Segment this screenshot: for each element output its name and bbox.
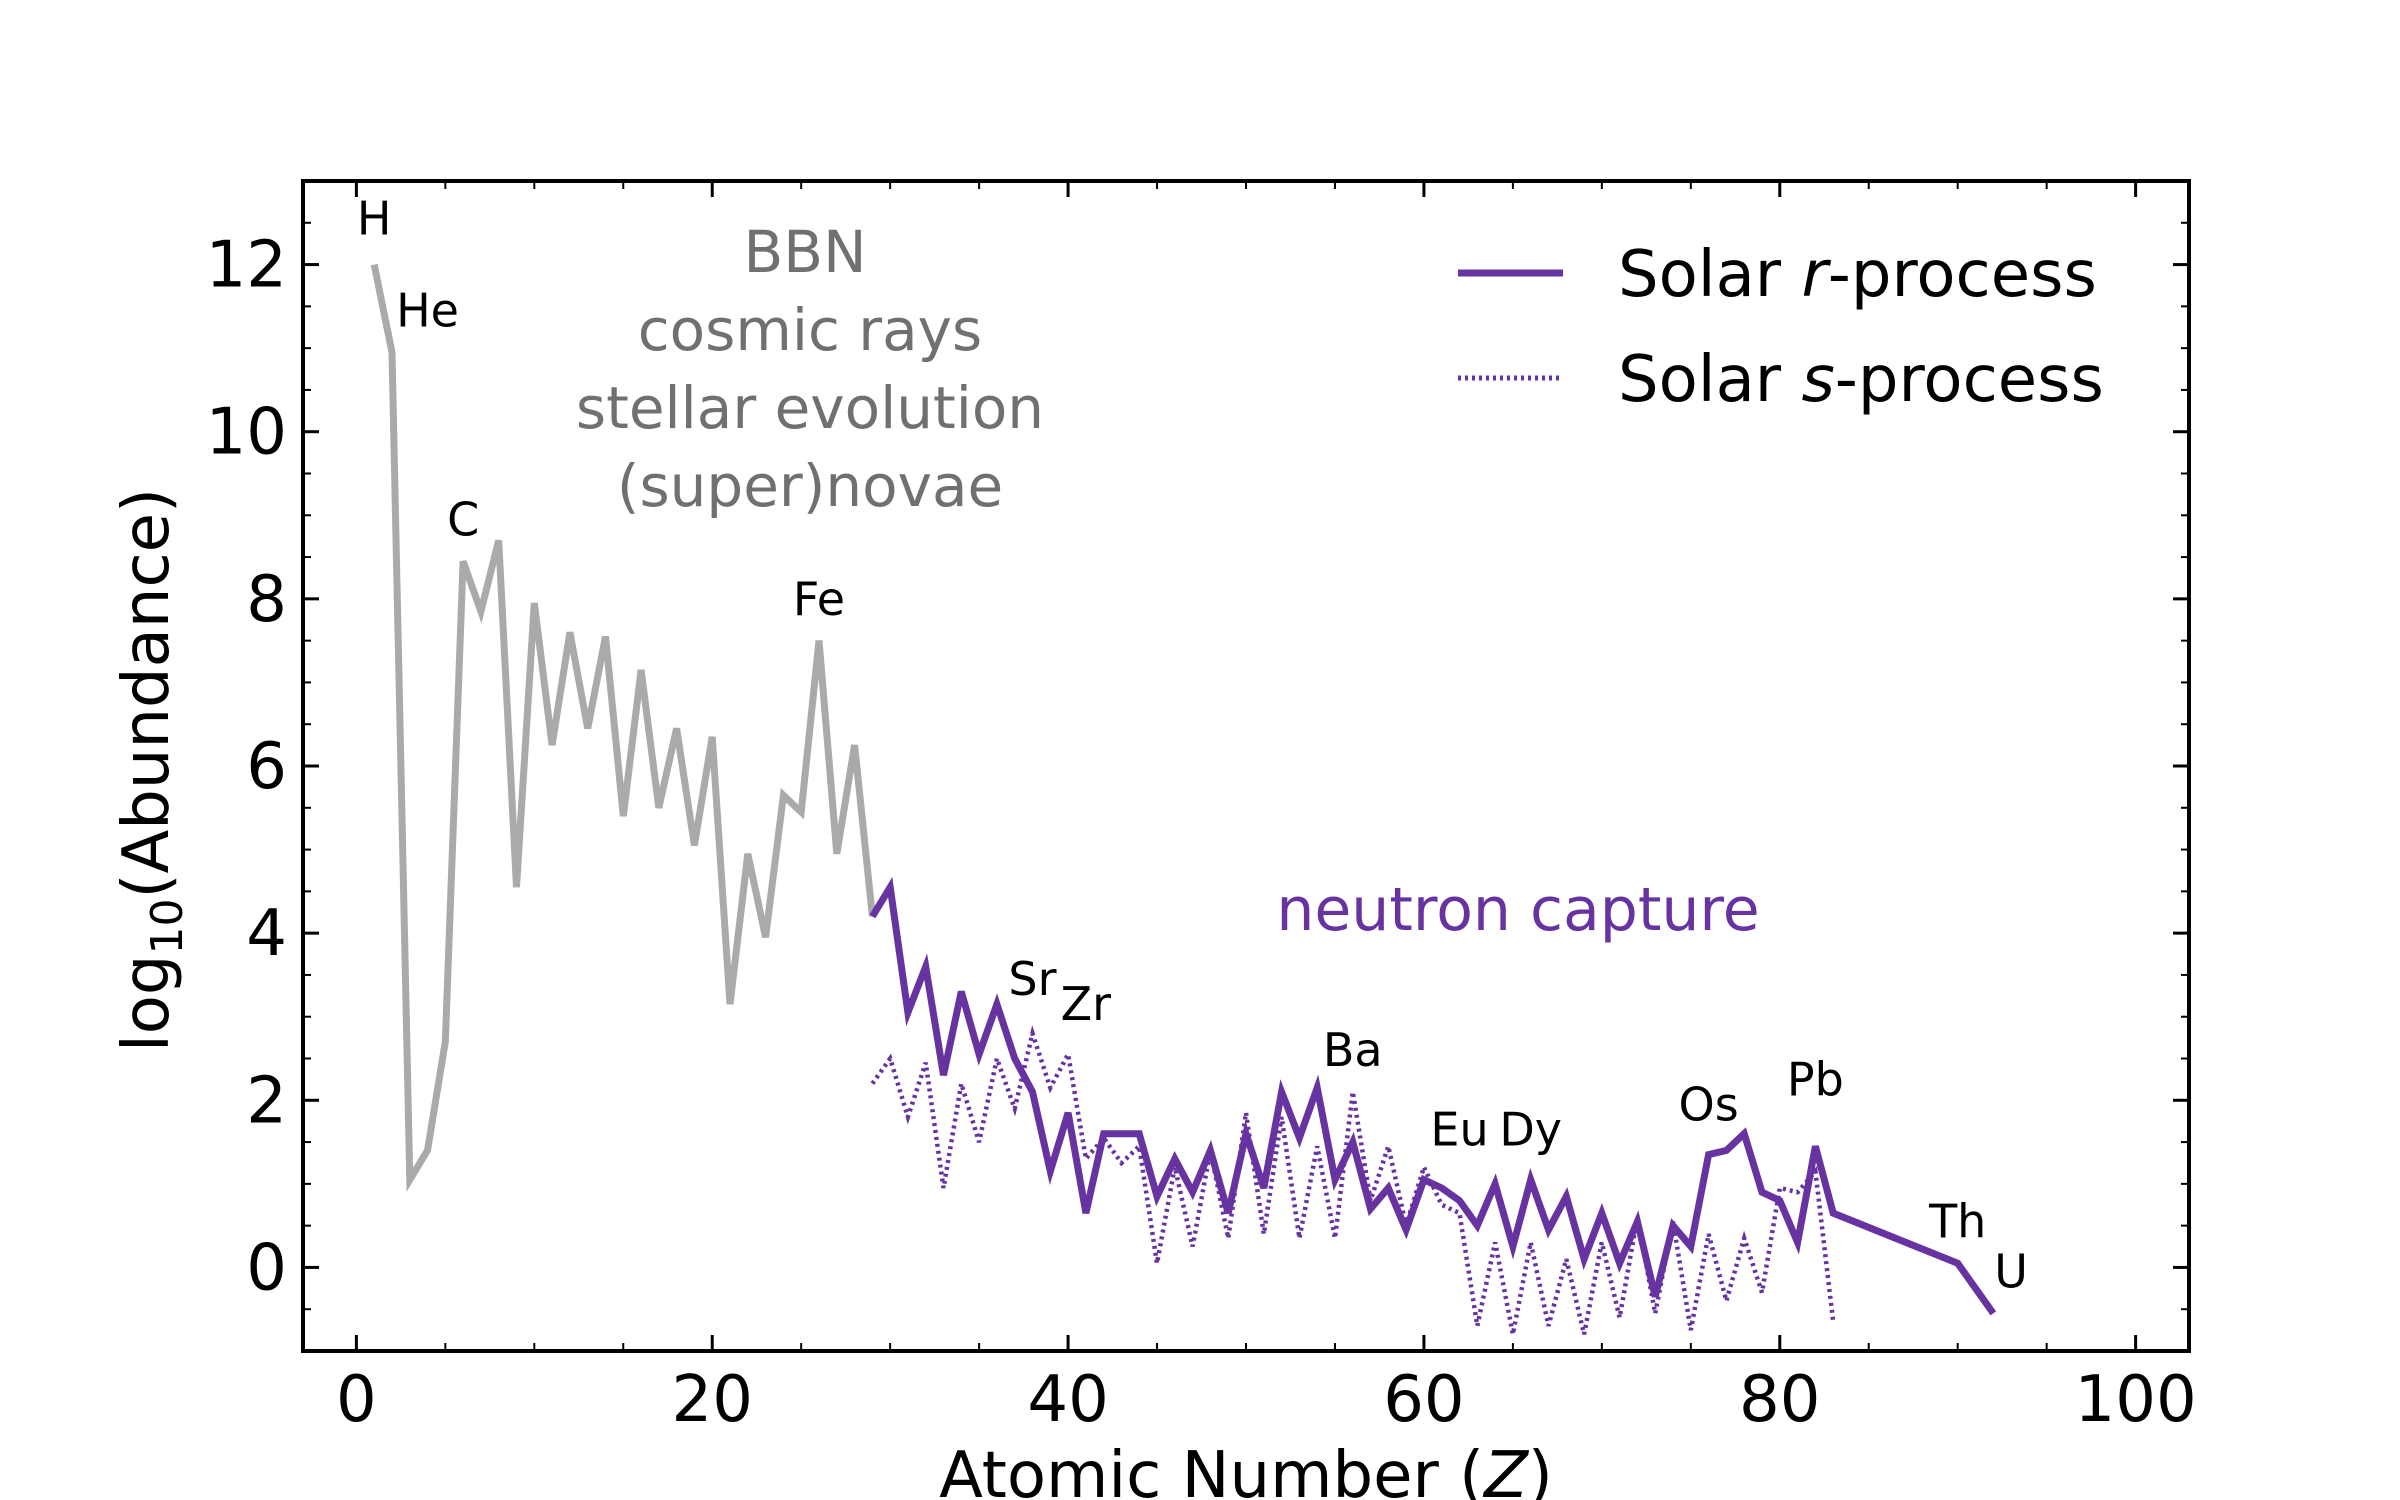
series-group	[370, 263, 1997, 1335]
x-tick-label: 0	[336, 1363, 377, 1437]
element-label-ba: Ba	[1323, 1023, 1383, 1077]
annotation-gray-line-2: cosmic rays	[638, 296, 982, 364]
x-tick-label: 40	[1027, 1363, 1108, 1437]
y-tick-label: 10	[206, 396, 287, 470]
annotation-gray: BBN cosmic rays stellar evolution (super…	[576, 218, 1044, 520]
y-tick-label: 8	[246, 563, 287, 637]
element-label-pb: Pb	[1787, 1052, 1844, 1106]
element-label-sr: Sr	[1008, 952, 1056, 1006]
annotation-gray-line-3: stellar evolution	[576, 374, 1044, 442]
element-labels: HHe C Fe Sr Zr Ba Eu Dy Os Pb ThU	[357, 192, 2028, 1299]
x-tick-label: 20	[672, 1363, 753, 1437]
element-label-zr: Zr	[1061, 977, 1112, 1031]
plot-frame	[301, 179, 2191, 1353]
element-label-c: C	[447, 492, 479, 546]
element-label-he: He	[396, 284, 459, 338]
element-label-eu: Eu	[1430, 1103, 1488, 1157]
y-tick-label: 12	[206, 229, 287, 303]
legend-r-label: Solar r-process	[1618, 238, 2097, 312]
y-tick-label: 0	[246, 1231, 287, 1305]
element-label-os: Os	[1679, 1077, 1739, 1131]
legend: Solar r-process Solar s-process	[1458, 238, 2104, 417]
element-label-dy: Dy	[1499, 1103, 1562, 1157]
x-axis-label: Atomic Number (Z)	[939, 1439, 1553, 1500]
annotation-purple: neutron capture	[1276, 875, 1759, 945]
element-label-h: H	[357, 192, 392, 246]
x-tick-label: 60	[1383, 1363, 1464, 1437]
series-r-process-line	[869, 877, 1997, 1316]
y-axis-label: log10(Abundance)	[110, 488, 193, 1052]
element-label-u: U	[1994, 1245, 2028, 1299]
annotation-gray-line-4: (super)novae	[617, 452, 1003, 520]
y-tick-label: 2	[246, 1064, 287, 1138]
axis-ticks: 0 20 40 60 80 100 0 2 4 6 8 10 12	[206, 181, 2197, 1437]
x-tick-label: 80	[1739, 1363, 1820, 1437]
element-label-fe: Fe	[793, 572, 845, 626]
y-tick-label: 6	[246, 730, 287, 804]
y-tick-label: 4	[246, 897, 287, 971]
plot-area: 0 20 40 60 80 100 0 2 4 6 8 10 12 HHe C Fe Sr Zr Ba Eu Dy Os…	[206, 179, 2197, 1437]
element-label-th: Th	[1928, 1194, 1986, 1248]
series-light-elements-line	[370, 263, 876, 1192]
legend-s-label: Solar s-process	[1618, 343, 2104, 417]
annotation-gray-line-1: BBN	[744, 218, 867, 286]
x-tick-label: 100	[2075, 1363, 2197, 1437]
